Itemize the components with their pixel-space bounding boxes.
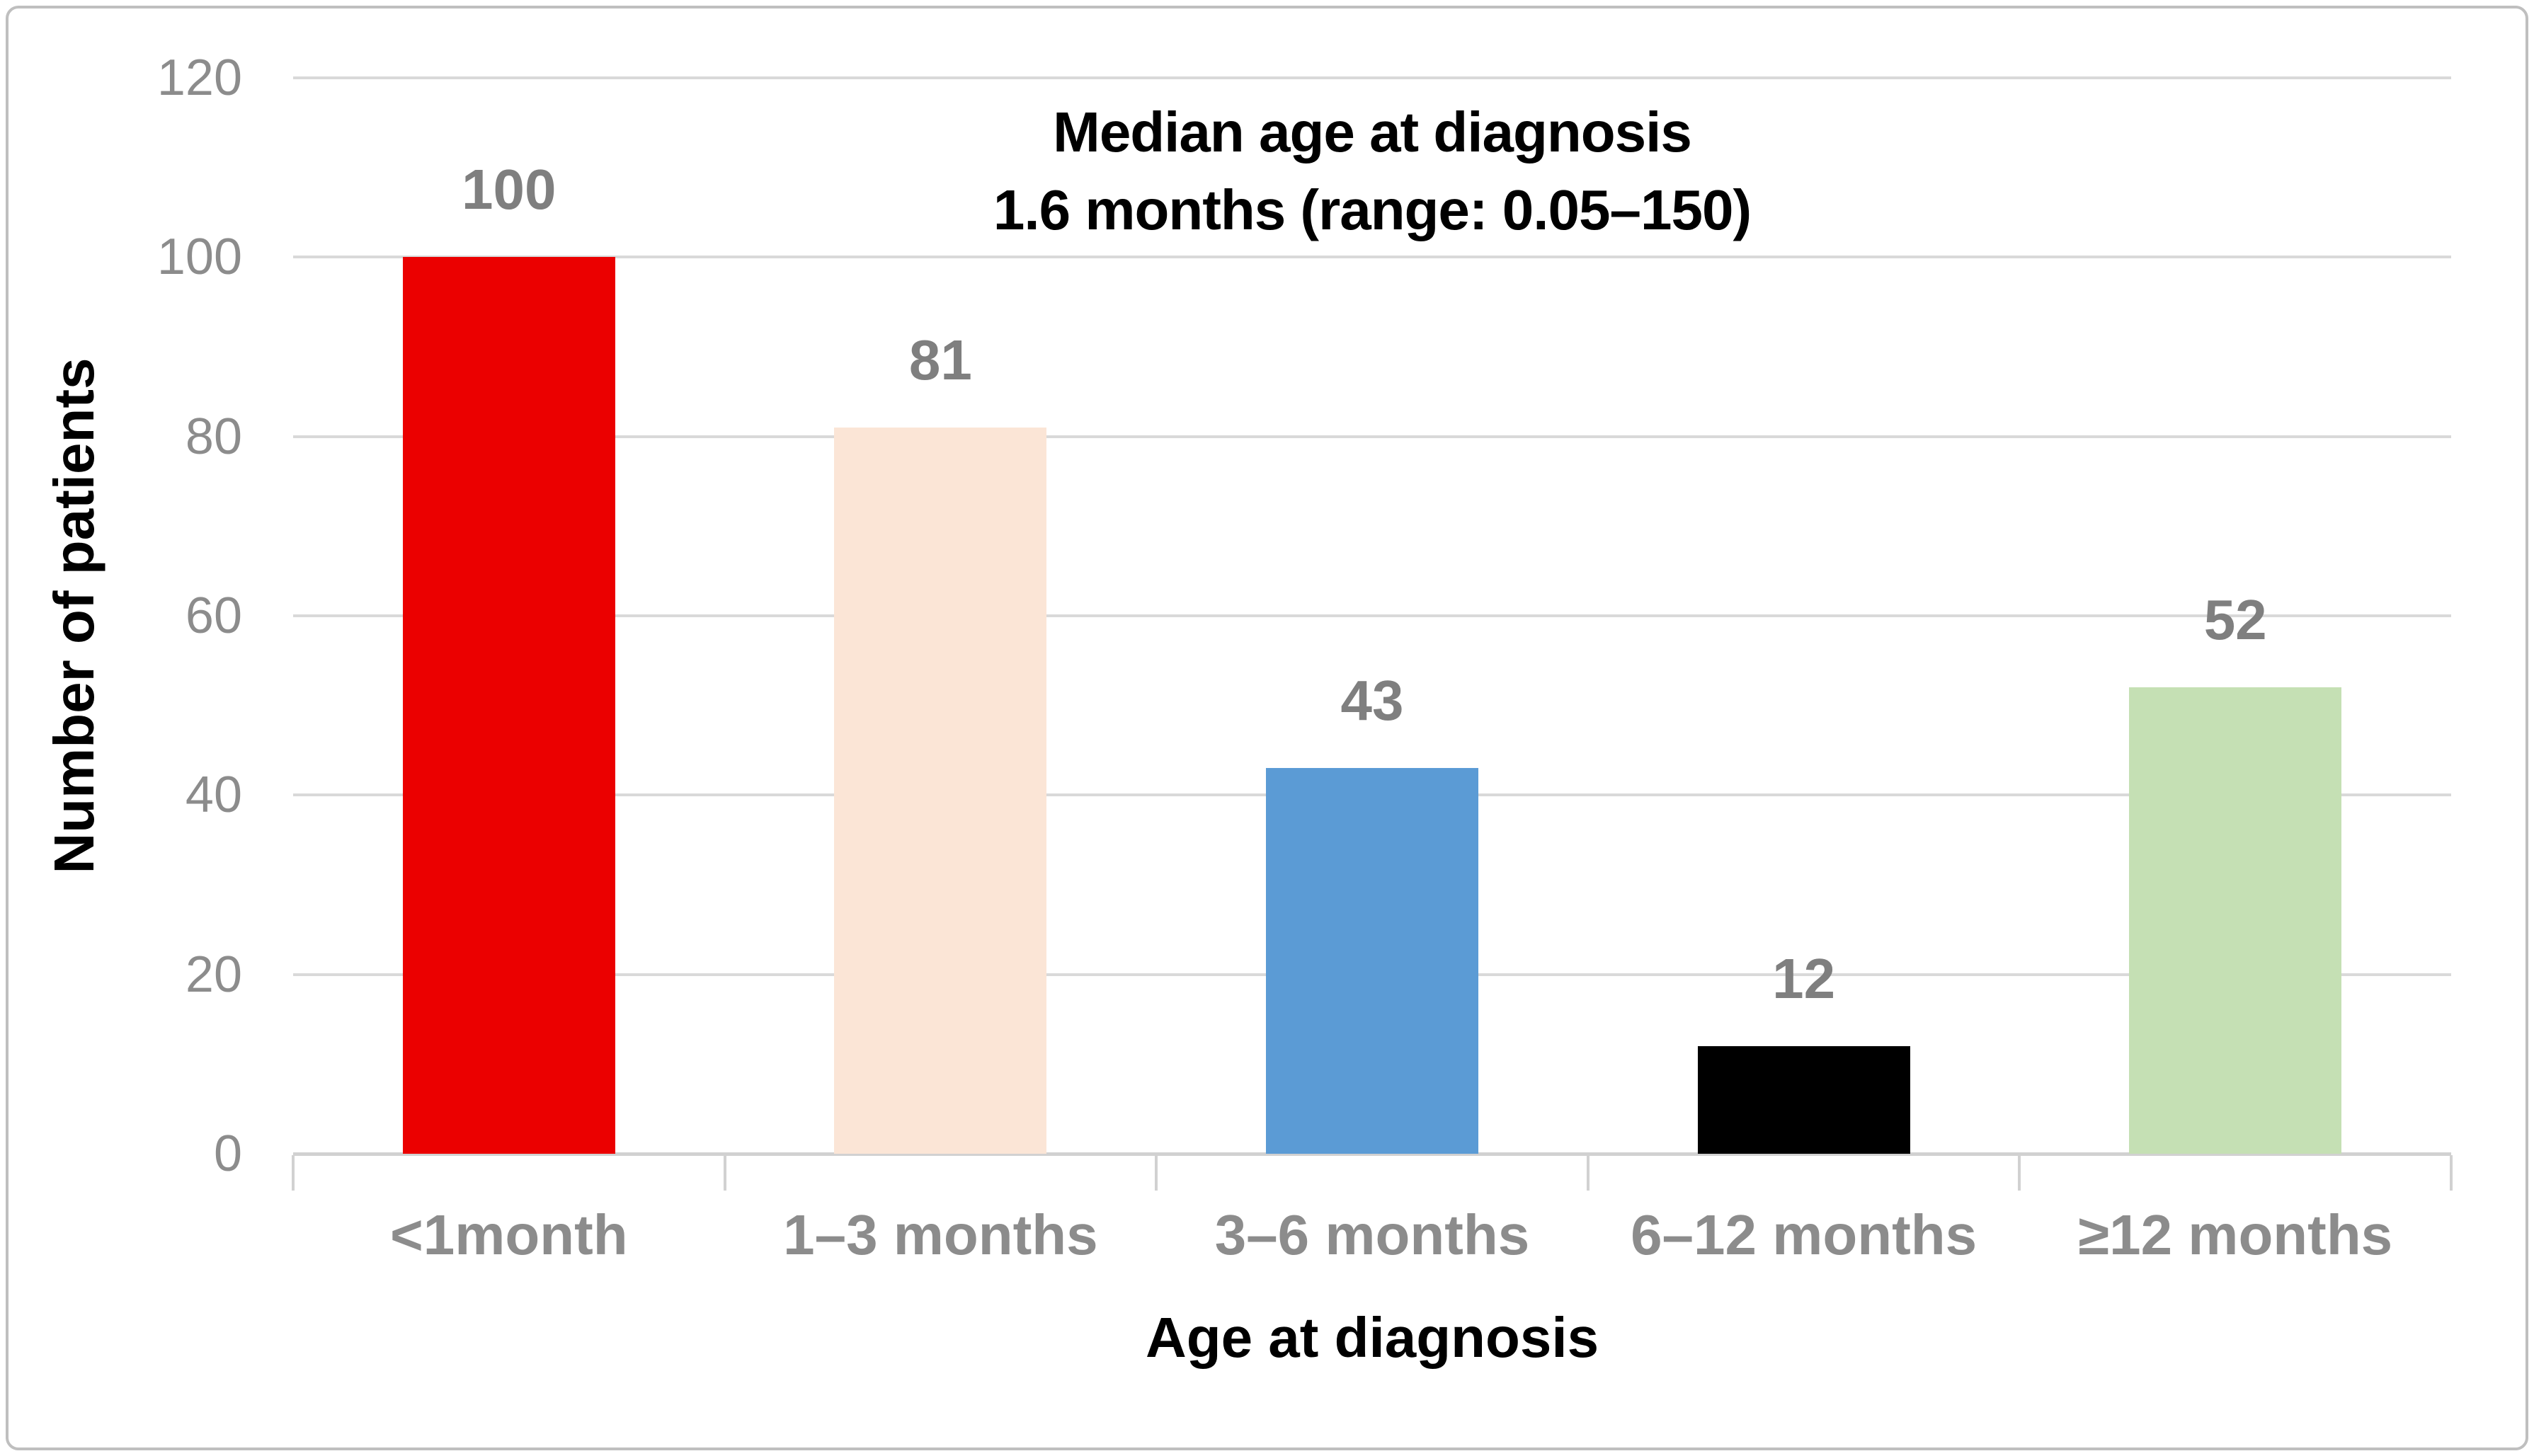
- y-tick-label-100: 100: [156, 229, 242, 286]
- bar-2: [834, 428, 1047, 1154]
- bar-value-label-5: 52: [2203, 588, 2267, 652]
- y-tick-label-60: 60: [185, 587, 242, 644]
- x-axis-tick-mark: [292, 1155, 295, 1191]
- x-axis-tick-mark: [2018, 1155, 2021, 1191]
- bar-3: [1266, 768, 1478, 1154]
- bar-value-label-3: 43: [1340, 669, 1404, 733]
- bar-1: [402, 257, 615, 1154]
- x-axis-title: Age at diagnosis: [1145, 1306, 1599, 1369]
- bar-value-label-1: 100: [462, 158, 557, 222]
- y-tick-label-40: 40: [185, 767, 242, 824]
- y-tick-label-120: 120: [156, 50, 242, 106]
- y-tick-label-0: 0: [213, 1125, 242, 1182]
- y-tick-label-80: 80: [185, 408, 242, 465]
- gridline-y-120: [293, 76, 2451, 79]
- x-category-label-3: 3–6 months: [1214, 1203, 1530, 1266]
- gridline-y-80: [293, 435, 2451, 438]
- x-category-label-2: 1–3 months: [783, 1203, 1098, 1266]
- y-tick-label-20: 20: [185, 946, 242, 1003]
- bar-value-label-4: 12: [1772, 947, 1836, 1010]
- gridline-y-100: [293, 256, 2451, 259]
- x-axis-tick-mark: [723, 1155, 726, 1191]
- x-axis-tick-mark: [2450, 1155, 2453, 1191]
- x-category-label-4: 6–12 months: [1631, 1203, 1977, 1266]
- gridline-y-60: [293, 614, 2451, 617]
- bar-4: [1697, 1046, 1910, 1154]
- x-axis-tick-mark: [1586, 1155, 1590, 1191]
- x-axis-line: [293, 1152, 2451, 1156]
- chart-title-line-2: 1.6 months (range: 0.05–150): [993, 178, 1752, 241]
- chart-title-line-1: Median age at diagnosis: [1053, 101, 1692, 164]
- bar-value-label-2: 81: [908, 328, 972, 391]
- x-axis-tick-mark: [1155, 1155, 1158, 1191]
- x-category-label-1: <1month: [390, 1203, 628, 1266]
- bar-5: [2129, 687, 2342, 1154]
- x-category-label-5: ≥12 months: [2078, 1203, 2393, 1266]
- chart-title: Median age at diagnosis 1.6 months (rang…: [293, 93, 2451, 249]
